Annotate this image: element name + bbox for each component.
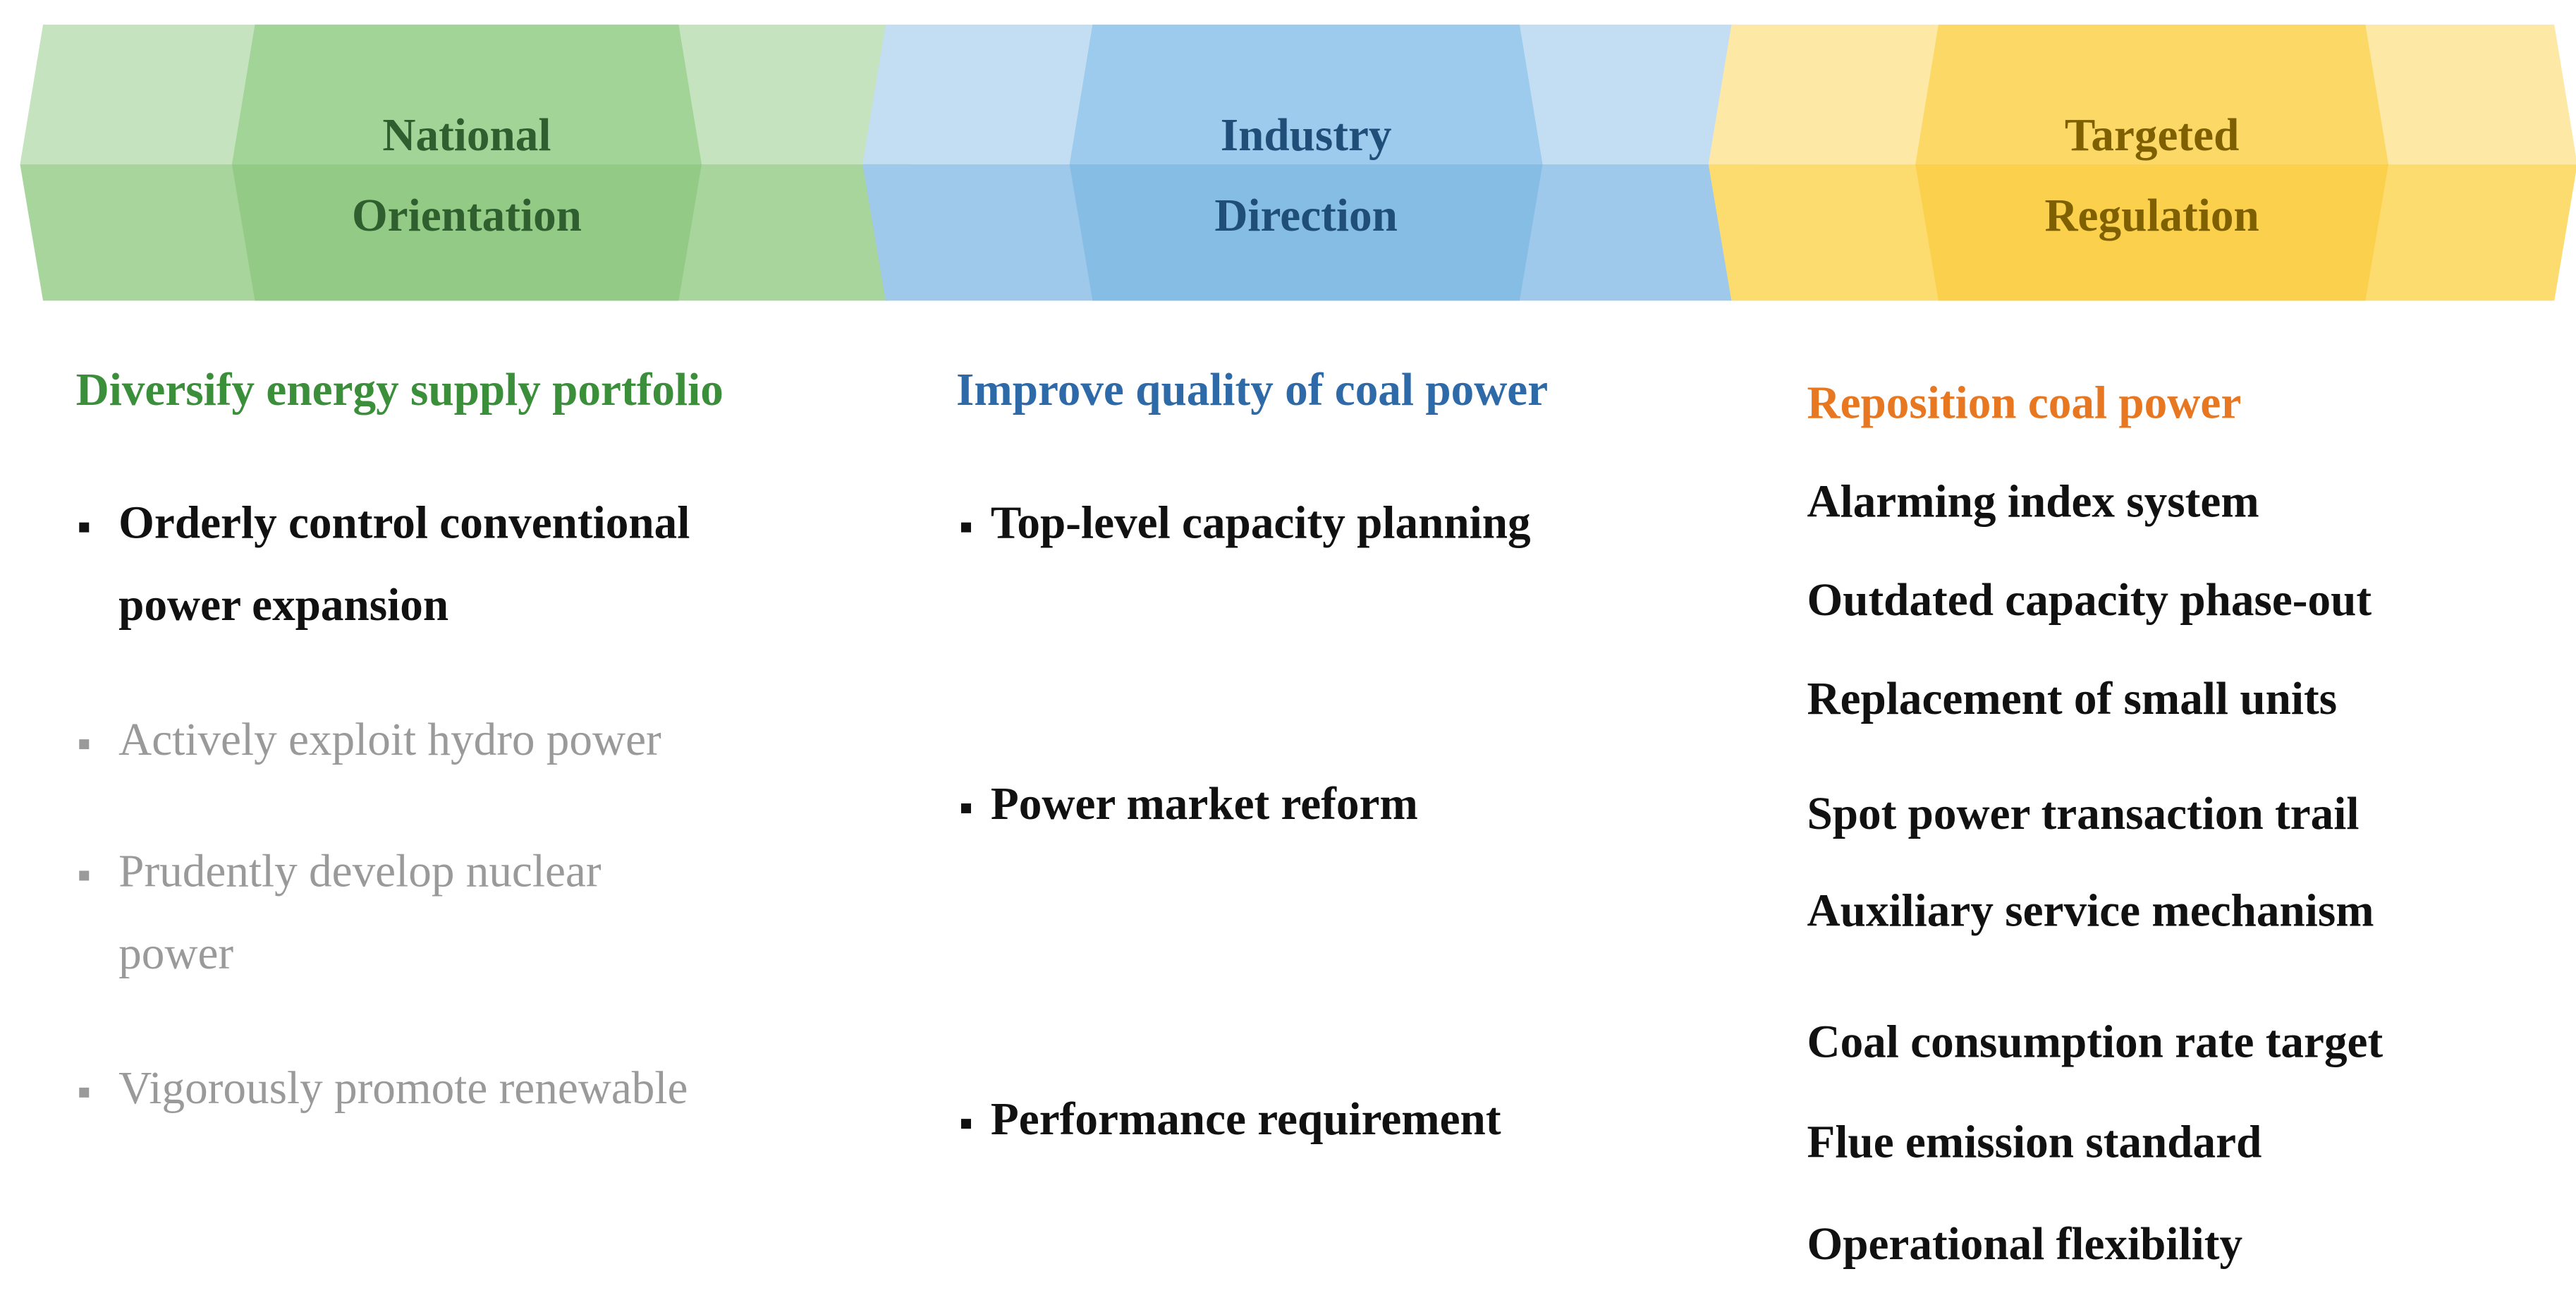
bullet — [79, 739, 90, 750]
list-item: Alarming index system — [1807, 476, 2259, 527]
list-item: Performance requirement — [991, 1094, 1501, 1145]
bullet — [961, 1119, 971, 1129]
column-heading: Reposition coal power — [1807, 378, 2241, 429]
list-item: Auxiliary service mechanism — [1807, 885, 2374, 936]
bullet — [961, 522, 971, 533]
list-item: Prudently develop nuclear — [118, 846, 602, 897]
list-item: Flue emission standard — [1807, 1117, 2261, 1168]
list-item: Power market reform — [991, 779, 1418, 830]
header-label: Orientation — [352, 190, 582, 241]
header-band: National Orientation — [20, 24, 910, 301]
header-band: Industry Direction — [862, 24, 1757, 301]
hex-bottom — [1915, 164, 2388, 301]
column-heading: Improve quality of coal power — [956, 365, 1548, 415]
hex-bottom — [231, 164, 702, 301]
header-label: Direction — [1214, 190, 1398, 241]
list-item: Vigorously promote renewable — [118, 1063, 688, 1114]
list-item: Top-level capacity planning — [991, 498, 1531, 549]
list-item: Coal consumption rate target — [1807, 1017, 2383, 1068]
hex-top — [1069, 24, 1543, 164]
header-band: Targeted Regulation — [1708, 24, 2576, 301]
column-heading: Diversify energy supply portfolio — [76, 365, 724, 415]
header-label: National — [382, 110, 551, 161]
list-item: Orderly control conventional — [118, 498, 690, 549]
header-label: Regulation — [2044, 190, 2259, 241]
hex-top — [231, 24, 702, 164]
bullet — [79, 870, 90, 881]
bullet — [79, 522, 90, 533]
list-item: Replacement of small units — [1807, 674, 2337, 724]
hex-top — [1915, 24, 2388, 164]
bullet — [961, 803, 971, 813]
list-item: Spot power transaction trail — [1807, 789, 2359, 839]
list-item: Operational flexibility — [1807, 1219, 2242, 1270]
list-item: power expansion — [118, 580, 448, 631]
list-item: Outdated capacity phase-out — [1807, 575, 2371, 626]
bullet — [79, 1087, 90, 1098]
list-item: Actively exploit hydro power — [118, 715, 661, 765]
header-label: Targeted — [2065, 110, 2240, 161]
header-label: Industry — [1221, 110, 1392, 161]
list-item: power — [118, 928, 233, 979]
hex-bottom — [1069, 164, 1543, 301]
